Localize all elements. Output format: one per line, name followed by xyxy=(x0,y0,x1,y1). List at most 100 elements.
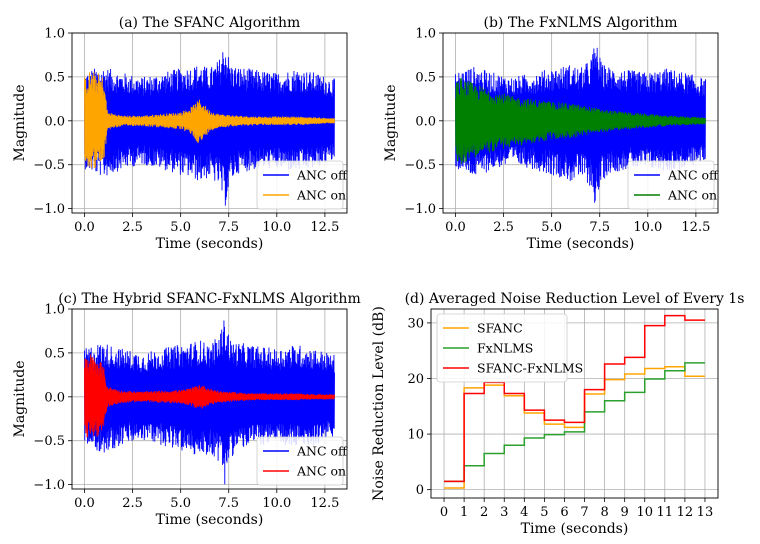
y-tick-label: 0.0 xyxy=(44,114,65,129)
y-tick-label: 10 xyxy=(407,428,424,443)
plot-frame xyxy=(442,32,719,214)
x-tick-label: 7.5 xyxy=(218,496,239,511)
x-tick-label: 5.0 xyxy=(170,496,191,511)
y-tick-label: −1.0 xyxy=(33,202,65,217)
legend-entry: ANC off xyxy=(296,168,348,183)
y-tick-label: −1.0 xyxy=(33,478,65,493)
x-tick-label: 11 xyxy=(657,505,674,520)
legend-entry: ANC on xyxy=(296,188,346,203)
chart-0: 0.0 2.5 5.0 7.5 10.0 12.5 −1.0 −0.5 0.0 0.5 1.0 (a)… xyxy=(12,15,348,252)
x-tick-label: 3 xyxy=(500,505,508,520)
y-tick-label: 0.5 xyxy=(44,70,65,85)
x-tick-label: 5.0 xyxy=(170,220,191,235)
legend-box xyxy=(256,160,344,210)
series-waveform xyxy=(84,354,335,438)
x-tick-label: 7.5 xyxy=(218,220,239,235)
y-axis-label: Magnitude xyxy=(12,360,28,437)
y-axis-label: Noise Reduction Level (dB) xyxy=(371,306,387,501)
series-line xyxy=(444,362,705,483)
plot-frame xyxy=(71,32,348,214)
chart-title: (c) The Hybrid SFANC-FxNLMS Algorithm xyxy=(58,291,360,307)
x-tick-label: 12 xyxy=(677,505,694,520)
plot-data xyxy=(455,47,706,203)
legend-box xyxy=(436,313,568,383)
y-tick-label: 0.0 xyxy=(44,390,65,405)
x-tick-label: 9 xyxy=(621,505,629,520)
x-tick-label: 0.0 xyxy=(74,220,95,235)
y-tick-label: 1.0 xyxy=(44,27,65,42)
x-tick-label: 0.0 xyxy=(445,220,466,235)
x-tick-label: 10 xyxy=(636,505,653,520)
legend: ANC off ANC on xyxy=(256,436,348,486)
series-waveform xyxy=(455,47,706,203)
y-tick-label: 0 xyxy=(416,483,424,498)
plot-frame xyxy=(71,308,348,490)
legend-entry: ANC off xyxy=(296,444,348,459)
legend: SFANC FxNLMS SFANC-FxNLMS xyxy=(436,313,583,383)
legend: ANC off ANC on xyxy=(627,160,719,210)
x-tick-label: 12.5 xyxy=(310,220,339,235)
legend-entry: FxNLMS xyxy=(477,341,533,356)
x-axis-label: Time (seconds) xyxy=(527,236,635,252)
x-tick-label: 10.0 xyxy=(633,220,662,235)
y-tick-label: 30 xyxy=(407,316,424,331)
legend-entry: SFANC-FxNLMS xyxy=(477,361,583,376)
x-axis-label: Time (seconds) xyxy=(156,512,264,528)
y-tick-label: −0.5 xyxy=(33,158,65,173)
x-tick-label: 4 xyxy=(520,505,528,520)
x-tick-label: 7 xyxy=(580,505,588,520)
y-tick-label: 0.0 xyxy=(415,114,436,129)
x-axis-label: Time (seconds) xyxy=(521,521,629,537)
y-tick-label: 1.0 xyxy=(44,303,65,318)
x-tick-label: 6 xyxy=(560,505,568,520)
chart-title: (d) Averaged Noise Reduction Level of Ev… xyxy=(405,291,745,307)
x-tick-label: 8 xyxy=(600,505,608,520)
y-tick-label: −0.5 xyxy=(404,158,436,173)
x-tick-label: 0 xyxy=(440,505,448,520)
series-line xyxy=(444,366,705,489)
y-axis-label: Magnitude xyxy=(12,84,28,161)
x-tick-label: 2.5 xyxy=(122,496,143,511)
x-tick-label: 2.5 xyxy=(493,220,514,235)
x-tick-label: 0.0 xyxy=(74,496,95,511)
y-tick-label: −1.0 xyxy=(404,202,436,217)
legend-box xyxy=(627,160,715,210)
x-tick-label: 12.5 xyxy=(681,220,710,235)
y-tick-label: 0.5 xyxy=(415,70,436,85)
chart-2: 0.0 2.5 5.0 7.5 10.0 12.5 −1.0 −0.5 0.0 0.5 1.0(c)… xyxy=(12,291,361,528)
x-tick-label: 12.5 xyxy=(310,496,339,511)
plot-data xyxy=(84,320,335,485)
plot-frame xyxy=(430,308,719,499)
chart-1: 0.0 2.5 5.0 7.5 10.0 12.5 −1.0 −0.5 0.0 0.5 1.0 (b)… xyxy=(383,15,719,252)
y-tick-label: 20 xyxy=(407,372,424,387)
chart-title: (b) The FxNLMS Algorithm xyxy=(483,15,677,31)
x-tick-label: 2.5 xyxy=(122,220,143,235)
plot-data xyxy=(84,52,335,206)
x-tick-label: 10.0 xyxy=(262,220,291,235)
series-waveform xyxy=(84,71,335,169)
y-tick-label: 1.0 xyxy=(415,27,436,42)
x-tick-label: 2 xyxy=(480,505,488,520)
x-tick-label: 10.0 xyxy=(262,496,291,511)
series-waveform xyxy=(84,52,335,206)
x-tick-label: 5 xyxy=(540,505,548,520)
y-tick-label: −0.5 xyxy=(33,434,65,449)
y-axis-label: Magnitude xyxy=(383,84,399,161)
legend-entry: SFANC xyxy=(477,321,523,336)
legend-entry: ANC on xyxy=(667,188,717,203)
x-tick-label: 5.0 xyxy=(541,220,562,235)
legend-box xyxy=(256,436,344,486)
legend: ANC off ANC on xyxy=(256,160,348,210)
x-axis-label: Time (seconds) xyxy=(156,236,264,252)
chart-title: (a) The SFANC Algorithm xyxy=(119,15,301,31)
series-waveform xyxy=(455,78,706,164)
x-tick-label: 7.5 xyxy=(589,220,610,235)
legend-entry: ANC off xyxy=(667,168,719,183)
series-waveform xyxy=(84,320,335,485)
y-tick-label: 0.5 xyxy=(44,346,65,361)
legend-entry: ANC on xyxy=(296,464,346,479)
x-tick-label: 13 xyxy=(697,505,714,520)
x-tick-label: 1 xyxy=(460,505,468,520)
